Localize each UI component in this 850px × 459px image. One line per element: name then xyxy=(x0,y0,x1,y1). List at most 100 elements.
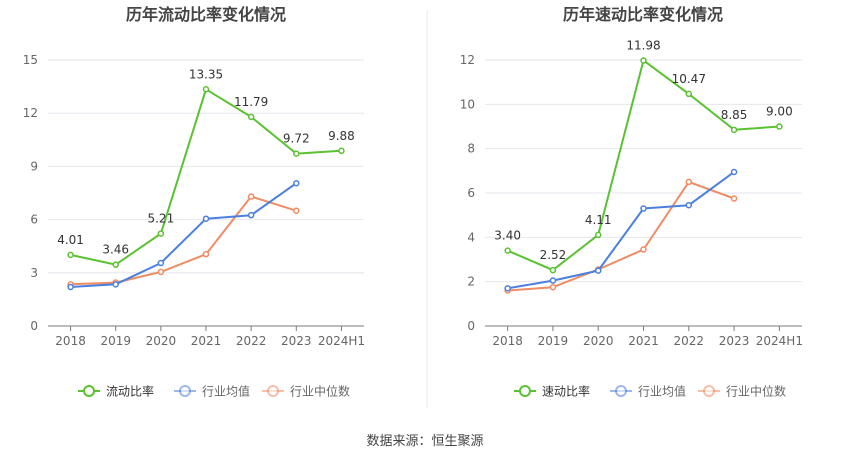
data-point xyxy=(157,259,165,267)
data-point xyxy=(549,266,557,274)
series-line-industry-median xyxy=(507,180,735,292)
data-point xyxy=(112,261,119,268)
y-tick-label: 4 xyxy=(467,230,475,244)
legend-item: 速动比率 xyxy=(514,384,590,399)
chart-panel-1: 历年流动比率变化情况 0 3 6 9 12 15 2018 2019 2020 2021 2022 20… xyxy=(23,5,365,399)
chart-panel-2: 历年速动比率变化情况 0 2 4 6 8 10 12 2018 2019 2020 2021 2022 2… xyxy=(460,5,803,399)
data-point xyxy=(685,90,693,98)
data-label: 9.88 xyxy=(328,129,355,143)
data-label: 2.52 xyxy=(540,248,567,262)
y-tick-label: 0 xyxy=(467,319,475,333)
legend-item: 行业中位数 xyxy=(698,384,786,399)
x-tick-label: 2021 xyxy=(628,334,659,348)
data-label: 4.01 xyxy=(57,233,84,247)
series-line-industry-average xyxy=(70,182,297,288)
data-point xyxy=(594,267,602,274)
data-point xyxy=(293,150,300,157)
y-tick-label: 6 xyxy=(467,186,475,200)
y-tick-label: 12 xyxy=(460,53,475,67)
data-label: 11.98 xyxy=(626,38,660,52)
data-point xyxy=(67,251,74,259)
data-label: 8.85 xyxy=(721,108,748,122)
data-label: 3.40 xyxy=(494,229,521,243)
data-label: 13.35 xyxy=(189,67,223,81)
legend-item: 行业中位数 xyxy=(262,384,350,399)
data-point xyxy=(549,283,557,291)
data-point xyxy=(247,193,255,200)
data-point xyxy=(293,179,300,187)
legend-label: 行业均值 xyxy=(202,384,250,399)
x-tick-label: 2020 xyxy=(146,334,177,348)
data-point xyxy=(594,231,602,239)
data-point xyxy=(730,126,738,134)
data-point xyxy=(112,281,119,288)
data-point xyxy=(202,250,210,258)
y-tick-label: 10 xyxy=(460,97,475,111)
x-tick-label: 2019 xyxy=(100,334,131,348)
data-label: 3.46 xyxy=(102,243,129,257)
legend-marker-icon xyxy=(179,385,191,397)
x-tick-label: 2021 xyxy=(191,334,222,348)
data-point xyxy=(685,178,693,186)
data-point xyxy=(157,230,165,237)
legend: 速动比率 行业均值 行业中位数 xyxy=(514,384,786,399)
legend-label: 流动比率 xyxy=(106,384,154,399)
chart-title: 历年流动比率变化情况 xyxy=(126,5,286,24)
series-line-industry-median xyxy=(70,195,297,286)
data-point xyxy=(730,168,738,176)
legend-label: 行业中位数 xyxy=(290,384,350,399)
x-tick-label: 2018 xyxy=(55,334,86,348)
data-source-note: 数据来源：恒生聚源 xyxy=(366,434,484,449)
y-tick-label: 6 xyxy=(30,213,38,227)
data-point xyxy=(338,147,345,155)
data-point xyxy=(730,195,738,202)
legend-item: 行业均值 xyxy=(174,384,250,399)
x-tick-label: 2022 xyxy=(236,334,267,348)
legend-marker-icon xyxy=(615,385,627,397)
data-label: 4.11 xyxy=(585,213,612,227)
y-tick-label: 2 xyxy=(467,275,475,289)
x-tick-label: 2020 xyxy=(583,334,614,348)
data-point xyxy=(157,268,165,276)
legend-item: 行业均值 xyxy=(610,384,686,399)
data-point xyxy=(504,247,511,254)
data-point xyxy=(640,205,647,212)
legend: 流动比率 行业均值 行业中位数 xyxy=(78,384,350,399)
data-label: 11.79 xyxy=(234,95,268,109)
data-point xyxy=(685,201,693,209)
y-tick-label: 9 xyxy=(30,159,38,173)
series-line-main xyxy=(507,59,780,272)
legend-label: 行业均值 xyxy=(638,384,686,399)
data-point xyxy=(202,215,210,222)
y-tick-label: 0 xyxy=(30,319,38,333)
y-tick-label: 12 xyxy=(23,106,38,120)
x-tick-label: 2023 xyxy=(281,334,312,348)
data-point xyxy=(504,285,511,292)
x-tick-label: 2024H1 xyxy=(756,334,803,348)
legend-marker-icon xyxy=(519,385,531,397)
y-tick-label: 3 xyxy=(30,266,38,280)
chart-title: 历年速动比率变化情况 xyxy=(563,5,723,24)
legend-marker-icon xyxy=(83,385,95,397)
x-tick-label: 2023 xyxy=(719,334,750,348)
data-point xyxy=(640,246,647,253)
x-tick-label: 2022 xyxy=(674,334,705,348)
series-line-industry-average xyxy=(507,171,735,290)
data-label: 10.47 xyxy=(672,72,706,86)
series-line-main xyxy=(70,88,342,266)
legend-label: 行业中位数 xyxy=(726,384,786,399)
legend-marker-icon xyxy=(267,385,279,397)
data-point xyxy=(549,277,557,284)
data-label: 9.72 xyxy=(283,132,310,146)
data-point xyxy=(247,211,255,219)
data-point xyxy=(293,207,300,214)
data-label: 9.00 xyxy=(766,105,793,119)
y-tick-label: 8 xyxy=(467,142,475,156)
legend-marker-icon xyxy=(703,385,715,397)
data-point xyxy=(776,123,783,130)
data-point xyxy=(247,113,255,121)
data-point xyxy=(67,283,74,291)
x-tick-label: 2018 xyxy=(492,334,523,348)
data-point xyxy=(640,57,647,64)
